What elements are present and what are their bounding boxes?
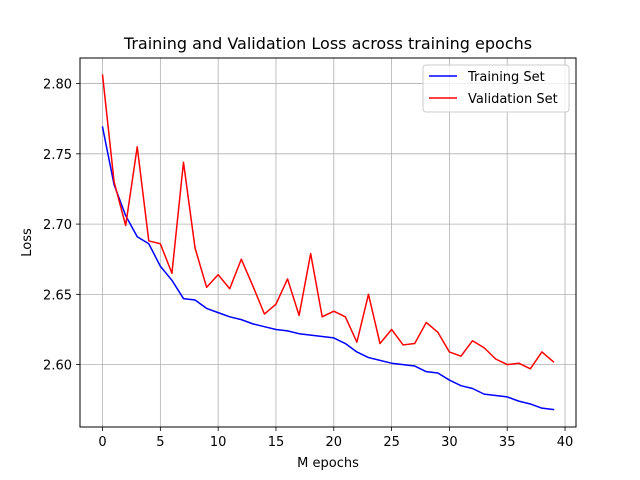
series-lines bbox=[101, 74, 555, 411]
chart-title: Training and Validation Loss across trai… bbox=[123, 34, 532, 53]
x-tick-label: 35 bbox=[499, 435, 516, 450]
y-tick-label: 2.70 bbox=[43, 218, 72, 233]
x-axis-label: M epochs bbox=[297, 456, 359, 471]
grid bbox=[80, 58, 576, 427]
x-tick-label: 15 bbox=[268, 435, 285, 450]
x-tick-label: 40 bbox=[557, 435, 574, 450]
x-tick-label: 25 bbox=[383, 435, 400, 450]
legend: Training Set Validation Set bbox=[422, 64, 570, 113]
legend-label-training: Training Set bbox=[467, 70, 545, 85]
x-tick-label: 20 bbox=[326, 435, 343, 450]
x-tick-label: 30 bbox=[441, 435, 458, 450]
y-tick-label: 2.75 bbox=[43, 148, 72, 163]
legend-label-validation: Validation Set bbox=[468, 92, 558, 107]
y-tick-label: 2.80 bbox=[43, 78, 72, 93]
axis-ticks: 0 5 10 15 20 25 30 35 40 2.60 2.65 2.70 2.75 2.80 bbox=[43, 78, 573, 450]
y-axis-label: Loss bbox=[20, 228, 35, 257]
y-tick-label: 2.60 bbox=[43, 359, 72, 374]
validation-set-line bbox=[101, 74, 555, 370]
x-tick-label: 5 bbox=[156, 435, 164, 450]
x-tick-label: 0 bbox=[98, 435, 106, 450]
y-tick-label: 2.65 bbox=[43, 288, 72, 303]
legend-box bbox=[422, 64, 570, 113]
training-set-line bbox=[101, 126, 555, 411]
x-tick-label: 10 bbox=[210, 435, 227, 450]
plot-frame bbox=[79, 57, 577, 428]
